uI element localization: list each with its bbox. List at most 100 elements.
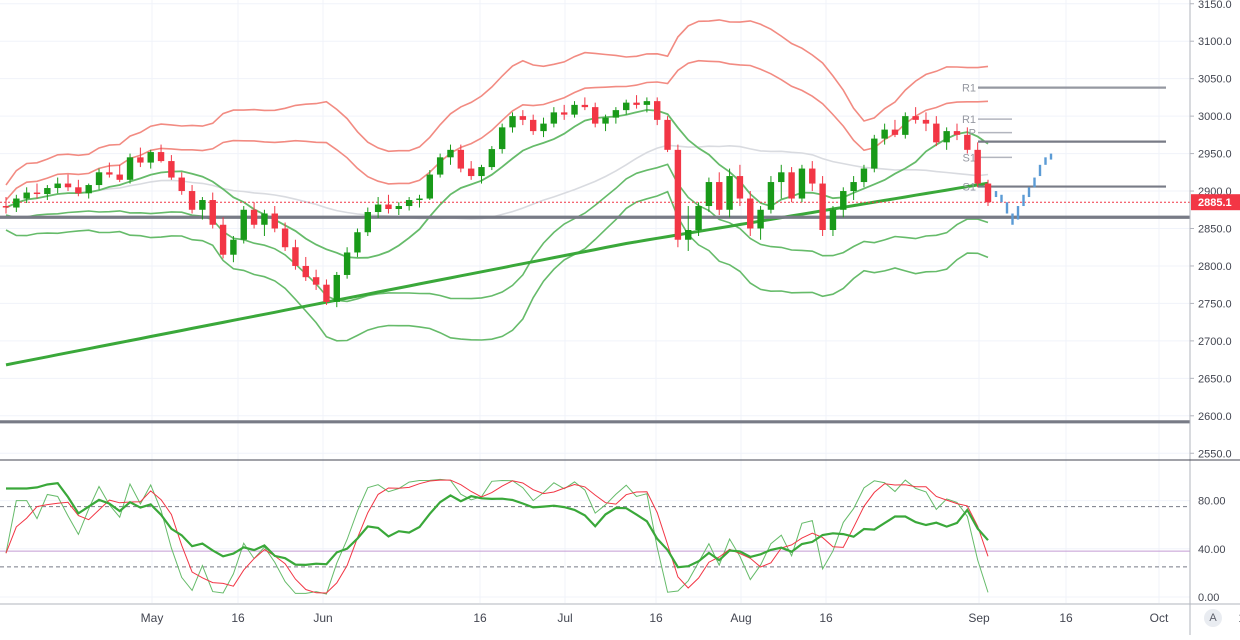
candle <box>13 198 20 208</box>
time-tick-label: 16 <box>231 611 245 625</box>
time-tick-label: 16 <box>649 611 663 625</box>
time-tick-label: 16 <box>473 611 487 625</box>
candle <box>922 119 930 124</box>
candle <box>209 200 216 225</box>
candle <box>860 168 868 183</box>
candle <box>426 174 434 199</box>
forecast-bars <box>994 153 1053 225</box>
candle <box>757 209 764 229</box>
candle <box>488 149 496 168</box>
candle <box>436 157 444 175</box>
candle <box>395 206 403 210</box>
candle <box>643 101 651 105</box>
candle <box>943 131 950 143</box>
candle <box>333 274 340 302</box>
candle <box>44 188 51 195</box>
candle <box>778 172 785 183</box>
candle <box>674 149 682 240</box>
candle <box>23 192 30 199</box>
candle <box>188 191 196 210</box>
lower-outer-band <box>5 190 989 342</box>
candle <box>54 183 61 189</box>
candle <box>747 198 754 229</box>
candle <box>116 174 123 180</box>
time-tick-label: Oct <box>1150 611 1169 625</box>
pivot-label: S1 <box>963 182 976 194</box>
candle <box>560 112 568 115</box>
price-tick-label: 2600.0 <box>1198 411 1232 423</box>
candle <box>95 172 103 186</box>
candle <box>540 123 547 132</box>
upper-outer-band <box>5 19 989 186</box>
candle <box>106 172 113 175</box>
upper-inner-band <box>5 59 989 201</box>
candle <box>323 284 330 302</box>
last-price-label: 2885.1 <box>1198 197 1232 209</box>
horizontal-levels[interactable]: R1 R1 P S1 S1 <box>0 83 1190 424</box>
candle <box>374 204 382 213</box>
candle <box>840 191 847 210</box>
candle <box>178 177 185 192</box>
candle <box>137 157 144 163</box>
candle <box>974 149 981 184</box>
candle <box>85 185 92 194</box>
candle <box>591 107 599 124</box>
time-tick-label: 16 <box>1238 611 1240 625</box>
candle <box>891 129 899 135</box>
time-tick-label: 16 <box>819 611 833 625</box>
auto-scale-button[interactable]: A <box>1204 609 1222 627</box>
price-tick-label: 3050.0 <box>1198 74 1232 86</box>
candle <box>147 152 154 163</box>
candle <box>571 104 578 115</box>
candle <box>126 157 134 180</box>
candle <box>685 229 692 240</box>
candle <box>819 183 826 230</box>
candle <box>261 213 268 225</box>
price-tick-label: 2850.0 <box>1198 224 1232 236</box>
candle <box>312 277 320 285</box>
candle <box>798 168 806 199</box>
candle <box>654 101 661 120</box>
candle <box>354 232 361 253</box>
time-tick-label: Aug <box>730 611 751 625</box>
time-tick-label: Jul <box>557 611 572 625</box>
candle <box>581 104 589 108</box>
price-tick-label: 2650.0 <box>1198 373 1232 385</box>
candle <box>447 149 454 158</box>
candle <box>498 127 506 150</box>
price-tick-label: 2700.0 <box>1198 336 1232 348</box>
pivot-label: S1 <box>963 152 976 164</box>
price-tick-label: 2550.0 <box>1198 448 1232 460</box>
candle <box>292 247 299 266</box>
candle <box>230 239 237 255</box>
price-tick-label: 2800.0 <box>1198 261 1232 273</box>
time-tick-label: May <box>141 611 164 625</box>
stochastic-d-line <box>5 479 989 594</box>
candle <box>509 116 516 128</box>
price-tick-label: 2750.0 <box>1198 298 1232 310</box>
candle <box>240 209 247 240</box>
pivot-label: R1 <box>962 114 976 126</box>
candle <box>871 138 878 169</box>
candle <box>457 149 465 169</box>
candle <box>736 176 744 199</box>
candle <box>550 112 558 124</box>
oscillator-tick-label: 0.00 <box>1198 592 1219 604</box>
oscillator-tick-label: 40.00 <box>1198 544 1226 556</box>
candle <box>281 228 289 248</box>
candle <box>953 131 961 135</box>
candle <box>716 182 723 210</box>
candle <box>695 206 702 230</box>
candle <box>726 176 733 210</box>
candle <box>405 200 413 207</box>
time-tick-label: Jun <box>313 611 332 625</box>
last-price-tag <box>1191 194 1240 211</box>
candle <box>467 168 475 177</box>
candle <box>529 119 537 132</box>
candle <box>364 212 371 233</box>
stochastic-oscillator <box>0 478 1190 595</box>
